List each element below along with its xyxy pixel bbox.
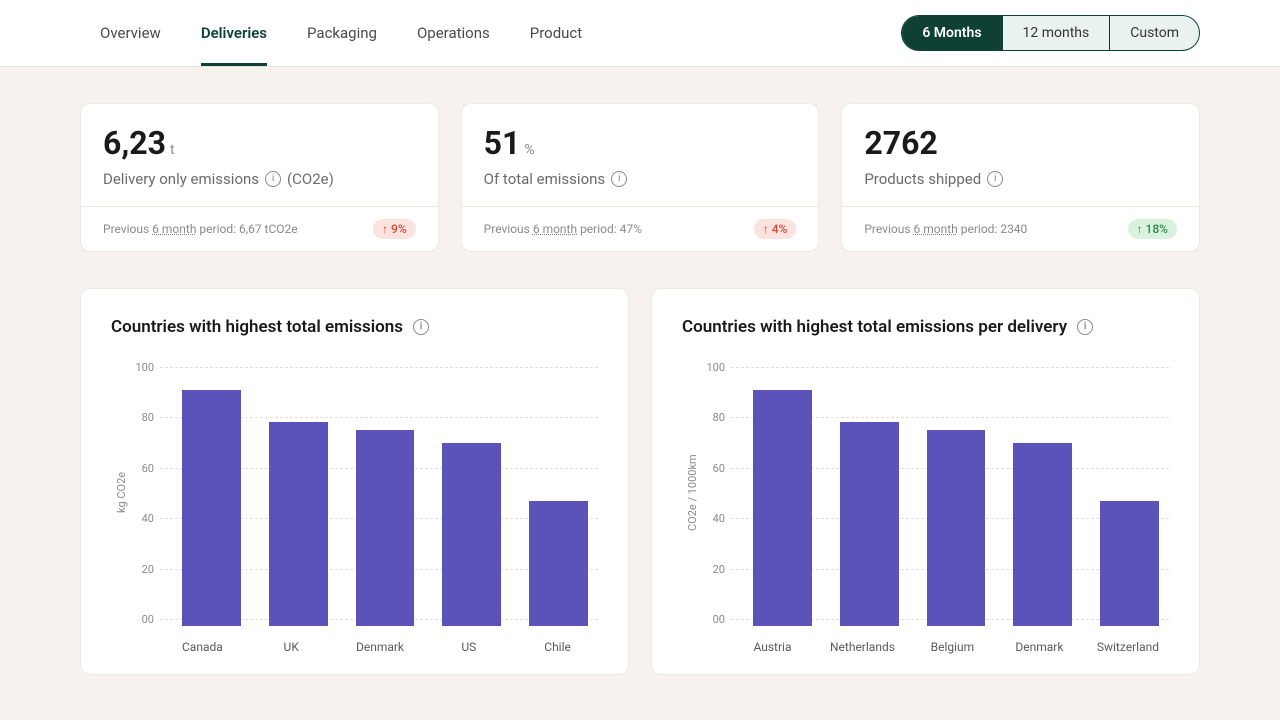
tab-operations[interactable]: Operations — [417, 0, 490, 66]
metric-label: Products shippedi — [864, 170, 1177, 188]
range-6-months[interactable]: 6 Months — [902, 16, 1001, 50]
metric-label: Delivery only emissionsi(CO2e) — [103, 170, 416, 188]
chart-card-1: Countries with highest total emissions p… — [651, 288, 1200, 675]
x-label: UK — [261, 640, 322, 654]
bar — [182, 390, 241, 626]
bar-switzerland — [1100, 361, 1159, 626]
tab-overview[interactable]: Overview — [100, 0, 161, 66]
x-label: Chile — [527, 640, 588, 654]
range-custom[interactable]: Custom — [1109, 16, 1199, 50]
y-axis-label: CO2e / 1000km — [682, 361, 703, 624]
info-icon[interactable]: i — [611, 171, 627, 187]
y-axis-label: kg CO2e — [111, 361, 132, 624]
metric-value: 6,23 — [103, 124, 166, 162]
metric-unit: % — [524, 142, 534, 158]
bar — [1013, 443, 1072, 626]
card-footer: Previous 6 month period: 6,67 tCO2e ↑ 9% — [81, 206, 438, 251]
range-12-months[interactable]: 12 months — [1002, 16, 1110, 50]
metric-cards: 6,23t Delivery only emissionsi(CO2e) Previ… — [80, 103, 1200, 252]
bar — [356, 430, 415, 626]
bar — [442, 443, 501, 626]
bar-austria — [753, 361, 812, 626]
chart-card-0: Countries with highest total emissionsi k… — [80, 288, 629, 675]
bar — [529, 501, 588, 626]
arrow-up-icon: ↑ — [1137, 222, 1143, 236]
tab-packaging[interactable]: Packaging — [307, 0, 377, 66]
x-label: US — [438, 640, 499, 654]
arrow-up-icon: ↑ — [763, 222, 769, 236]
metric-value: 2762 — [864, 124, 937, 162]
bar — [840, 422, 899, 626]
range-selector: 6 Months12 monthsCustom — [901, 15, 1200, 51]
metric-label: Of total emissionsi — [484, 170, 797, 188]
tabs: Overview Deliveries Packaging Operations Pro… — [100, 0, 582, 66]
chart-title: Countries with highest total emissionsi — [111, 317, 598, 337]
card-footer: Previous 6 month period: 47% ↑ 4% — [462, 206, 819, 251]
x-label: Netherlands — [830, 640, 895, 654]
metric-value: 51 — [484, 124, 521, 162]
bar-denmark — [356, 361, 415, 626]
bar-uk — [269, 361, 328, 626]
arrow-up-icon: ↑ — [382, 222, 388, 236]
bar — [1100, 501, 1159, 626]
bar — [753, 390, 812, 626]
metric-card-2: 2762 Products shippedi Previous 6 month pe… — [841, 103, 1200, 252]
previous-period: Previous 6 month period: 6,67 tCO2e — [103, 222, 298, 236]
x-label: Denmark — [1010, 640, 1069, 654]
bar-canada — [182, 361, 241, 626]
metric-card-0: 6,23t Delivery only emissionsi(CO2e) Previ… — [80, 103, 439, 252]
metric-unit: t — [170, 142, 175, 158]
delta-badge: ↑ 9% — [373, 219, 416, 239]
bar — [269, 422, 328, 626]
info-icon[interactable]: i — [987, 171, 1003, 187]
x-label: Canada — [172, 640, 233, 654]
x-label: Austria — [743, 640, 802, 654]
delta-badge: ↑ 18% — [1128, 219, 1177, 239]
previous-period: Previous 6 month period: 47% — [484, 222, 642, 236]
charts-row: Countries with highest total emissionsi k… — [80, 288, 1200, 675]
bar-us — [442, 361, 501, 626]
metric-card-1: 51% Of total emissionsi Previous 6 month p… — [461, 103, 820, 252]
bar-denmark — [1013, 361, 1072, 626]
info-icon[interactable]: i — [1077, 319, 1093, 335]
bar-netherlands — [840, 361, 899, 626]
content: 6,23t Delivery only emissionsi(CO2e) Previ… — [0, 67, 1280, 675]
x-label: Switzerland — [1097, 640, 1159, 654]
info-icon[interactable]: i — [265, 171, 281, 187]
x-label: Belgium — [923, 640, 982, 654]
delta-badge: ↑ 4% — [754, 219, 797, 239]
bar — [927, 430, 986, 626]
previous-period: Previous 6 month period: 2340 — [864, 222, 1027, 236]
bar-chile — [529, 361, 588, 626]
tab-product[interactable]: Product — [530, 0, 582, 66]
topbar: Overview Deliveries Packaging Operations Pro… — [0, 0, 1280, 67]
tab-deliveries[interactable]: Deliveries — [201, 0, 267, 66]
card-footer: Previous 6 month period: 2340 ↑ 18% — [842, 206, 1199, 251]
x-label: Denmark — [350, 640, 411, 654]
bar-belgium — [927, 361, 986, 626]
info-icon[interactable]: i — [413, 319, 429, 335]
chart-title: Countries with highest total emissions p… — [682, 317, 1169, 337]
